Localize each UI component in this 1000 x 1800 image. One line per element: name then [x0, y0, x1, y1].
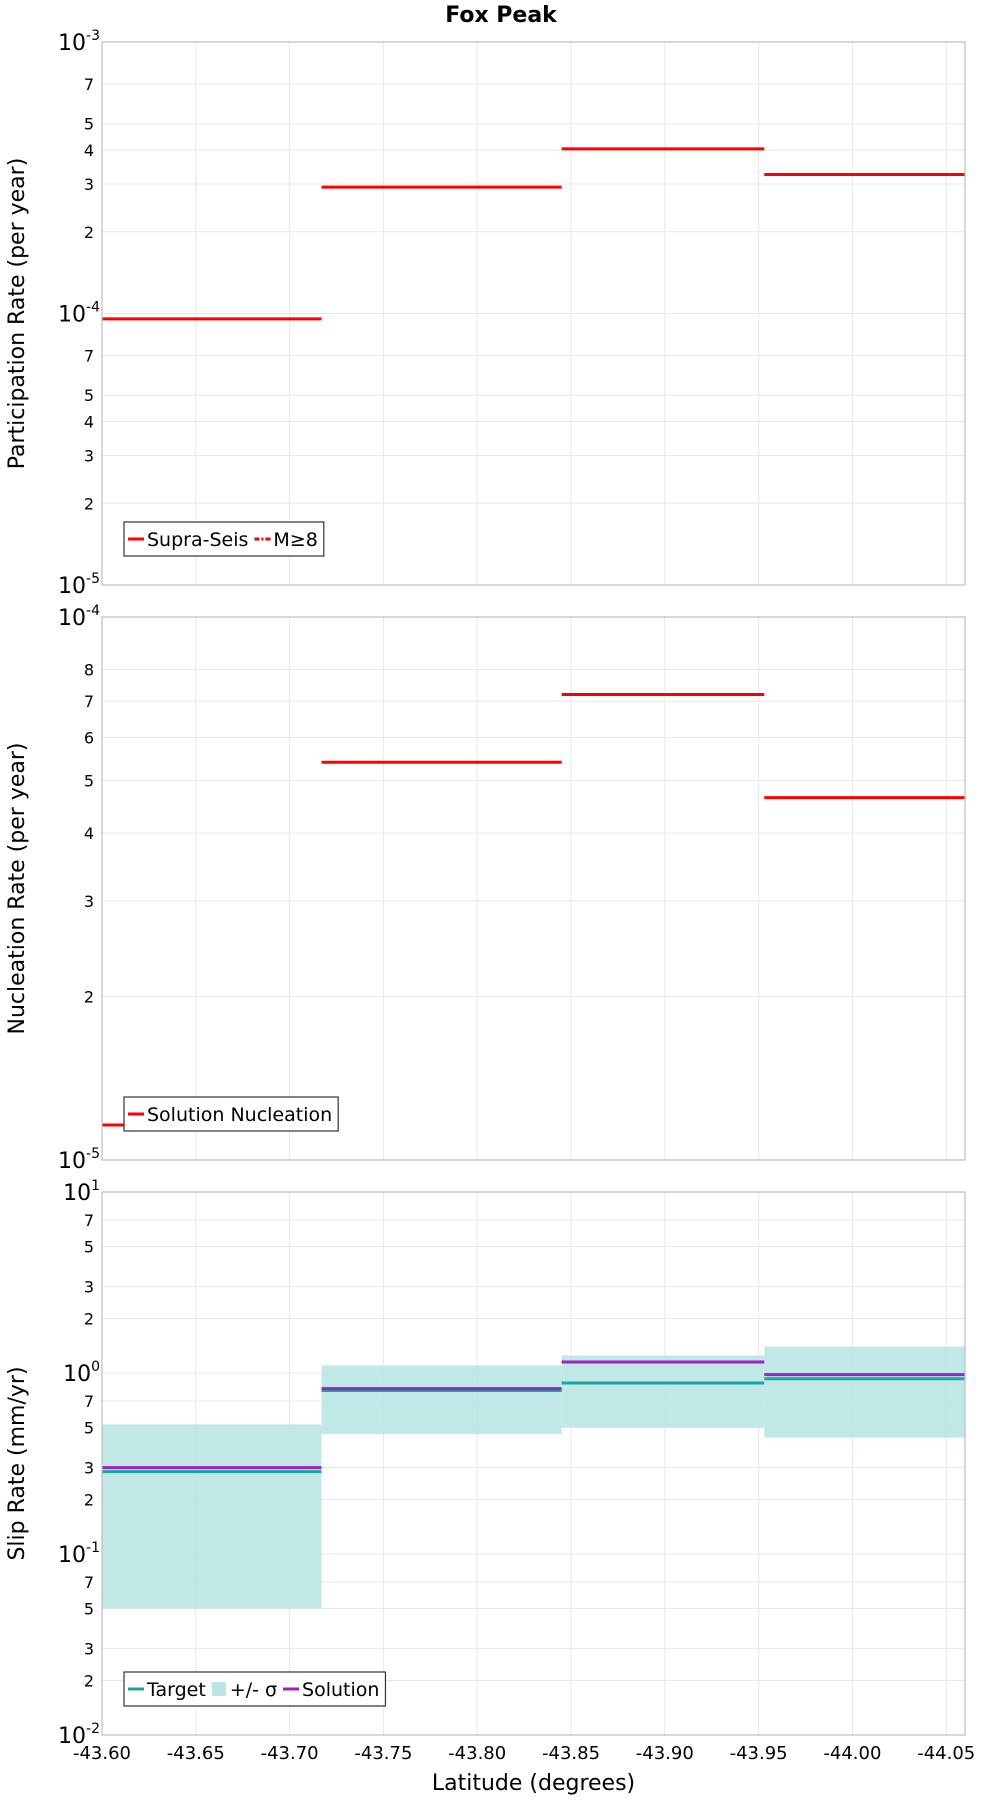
x-tick-label: -43.90 [636, 1743, 694, 1764]
y-major-tick-label: 101 [63, 1178, 100, 1206]
sigma-band-segment [561, 1355, 765, 1428]
plot-area [102, 617, 965, 1160]
y-major-tick-label: 10-5 [58, 1146, 100, 1174]
y-minor-tick-label: 7 [84, 75, 94, 94]
legend-label: Solution [302, 1679, 379, 1701]
y-minor-tick-label: 7 [84, 1573, 94, 1592]
sigma-band-segment [321, 1365, 562, 1435]
legend-box [123, 521, 325, 557]
y-minor-tick-label: 8 [84, 661, 94, 680]
y-major-tick-label: 10-4 [58, 603, 100, 631]
y-minor-tick-label: 3 [84, 175, 94, 194]
y-minor-tick-label: 7 [84, 1211, 94, 1230]
participation-rate-panel: 10-5 10-4 10-3 2 3 4 5 7 2 3 4 5 7 Participation Rate… [5, 28, 966, 599]
chart-title: Fox Peak [445, 3, 558, 28]
legend-label: +/- σ [230, 1679, 277, 1701]
y-major-tick-label: 100 [63, 1359, 100, 1387]
y-minor-tick-label: 5 [84, 1418, 94, 1437]
legend: Supra-Seis M≥8 [123, 521, 325, 557]
legend-item-m-8: M≥8 [254, 529, 318, 551]
sigma-band-segment [102, 1424, 322, 1609]
y-major-tick-label: 10-2 [58, 1721, 100, 1749]
y-minor-tick-label: 7 [84, 1392, 94, 1411]
x-tick-label: -43.95 [730, 1743, 788, 1764]
y-minor-tick-label: 7 [84, 692, 94, 711]
legend-label: M≥8 [273, 529, 317, 551]
y-minor-tick-label: 5 [84, 115, 94, 134]
x-axis-label: Latitude (degrees) [432, 1771, 635, 1796]
y-minor-tick-label: 3 [84, 1640, 94, 1659]
legend-item-: +/- σ [211, 1679, 277, 1701]
legend: Target +/- σ Solution [123, 1671, 387, 1707]
y-minor-tick-label: 3 [84, 1278, 94, 1297]
y-minor-tick-label: 2 [84, 1310, 94, 1329]
legend-label: Solution Nucleation [147, 1104, 332, 1126]
x-tick-label: -43.65 [167, 1743, 225, 1764]
y-major-tick-label: 10-5 [58, 571, 100, 599]
plot-frame [101, 41, 966, 586]
legend: Solution Nucleation [123, 1096, 339, 1132]
x-tick-label: -43.60 [73, 1743, 131, 1764]
plot-frame [101, 1191, 966, 1736]
legend-item-supra-seis: Supra-Seis [128, 529, 248, 551]
y-major-tick-label: 10-1 [58, 1540, 100, 1568]
y-minor-tick-label: 4 [84, 413, 94, 432]
y-minor-tick-label: 5 [84, 771, 94, 790]
legend-label: Supra-Seis [147, 529, 248, 551]
y-axis-label: Nucleation Rate (per year) [5, 743, 30, 1035]
y-minor-tick-label: 7 [84, 347, 94, 366]
y-minor-tick-label: 3 [84, 1459, 94, 1478]
y-minor-tick-label: 2 [84, 1672, 94, 1691]
x-tick-label: -43.80 [448, 1743, 506, 1764]
x-tick-label: -43.75 [354, 1743, 412, 1764]
y-minor-tick-label: 2 [84, 1491, 94, 1510]
nucleation-rate-panel: 10-5 10-4 2 3 4 5 6 7 8 Nucleation Rate (per year… [5, 603, 966, 1174]
y-minor-tick-label: 5 [84, 386, 94, 405]
plot-frame [101, 616, 966, 1161]
y-minor-tick-label: 5 [84, 1599, 94, 1618]
y-minor-tick-label: 2 [84, 988, 94, 1007]
x-tick-label: -43.85 [542, 1743, 600, 1764]
y-axis-label: Participation Rate (per year) [5, 158, 30, 470]
x-tick-label: -43.70 [261, 1743, 319, 1764]
slip-rate-panel: 10-2 10-1 100 101 2 3 5 7 2 3 5 7 2 3 5 7 Slip Rate (mm/… [5, 1178, 975, 1796]
legend-box [123, 1096, 339, 1132]
legend-box [123, 1671, 387, 1707]
y-minor-tick-label: 4 [84, 824, 94, 843]
y-minor-tick-label: 5 [84, 1237, 94, 1256]
legend-label: Target [146, 1679, 206, 1701]
legend-item-target: Target [128, 1679, 206, 1701]
sigma-band-segment [764, 1346, 965, 1438]
y-axis-label: Slip Rate (mm/yr) [5, 1366, 30, 1560]
y-major-tick-label: 10-4 [58, 300, 100, 328]
legend-item-solution: Solution [283, 1679, 379, 1701]
y-minor-tick-label: 2 [84, 494, 94, 513]
y-minor-tick-label: 6 [84, 728, 94, 747]
x-tick-label: -44.05 [917, 1743, 975, 1764]
x-tick-label: -44.00 [823, 1743, 881, 1764]
y-major-tick-label: 10-3 [58, 28, 100, 56]
y-minor-tick-label: 3 [84, 446, 94, 465]
y-minor-tick-label: 3 [84, 892, 94, 911]
y-minor-tick-label: 4 [84, 141, 94, 160]
legend-swatch [211, 1682, 226, 1696]
legend-item-solution-nucleation: Solution Nucleation [128, 1104, 332, 1126]
y-minor-tick-label: 2 [84, 223, 94, 242]
